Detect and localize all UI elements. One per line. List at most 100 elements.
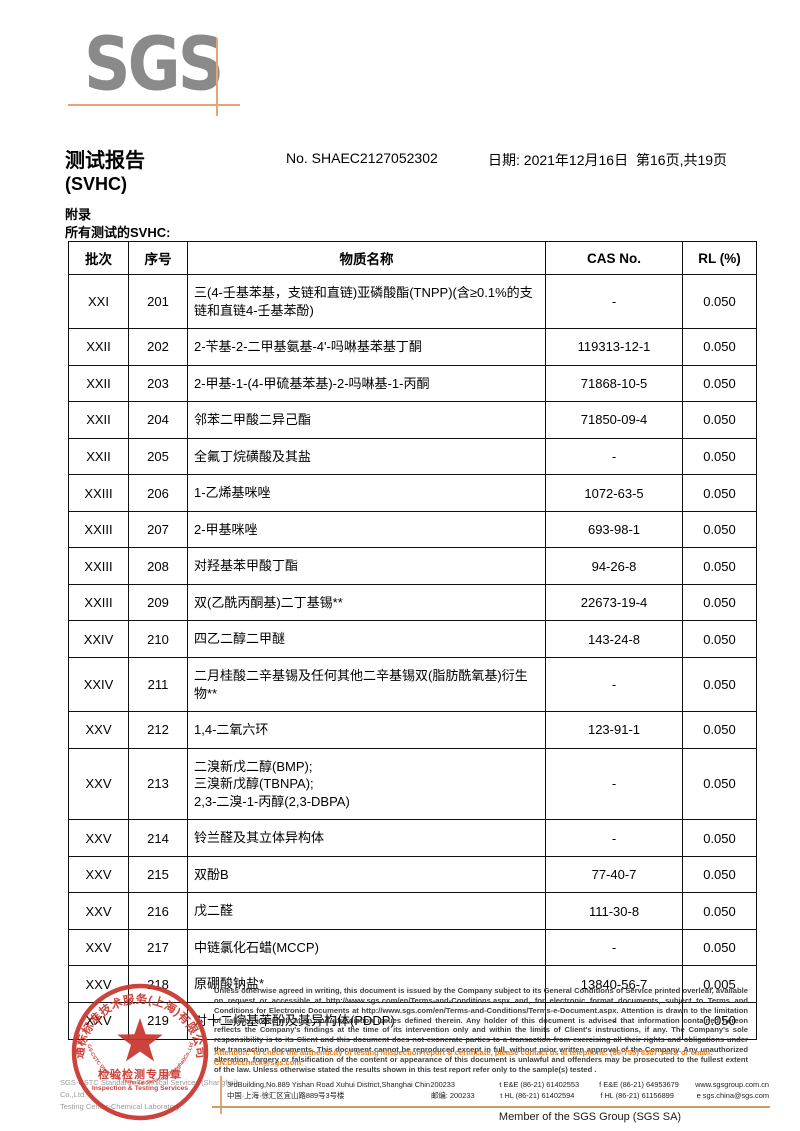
svhc-list-subtitle: 所有测试的SVHC: (65, 225, 171, 240)
cell-batch: XXIII (68, 510, 129, 549)
postcode-cn: 邮编: 200233 (431, 1091, 475, 1101)
cell-cas: - (545, 819, 683, 857)
table-row: XXV 218 原硼酸钠盐* 13840-56-7 0.005 (68, 965, 757, 1004)
header-cas: CAS No. (545, 241, 683, 275)
cell-no: 204 (128, 401, 188, 439)
cell-batch: XXII (68, 328, 129, 366)
address-en: 3rdBuilding,No.889 Yishan Road Xuhui Dis… (227, 1080, 431, 1089)
cell-batch: XXII (68, 437, 129, 476)
header-rl: RL (%) (682, 241, 757, 275)
cell-batch: XXIII (68, 583, 129, 622)
cell-batch: XXIII (68, 547, 129, 585)
cell-no: 212 (128, 711, 188, 749)
table-row: XXIV 211 二月桂酸二辛基锡及任何其他二辛基锡双(脂肪酰氧基)衍生物** … (68, 657, 757, 713)
table-row: XXIII 209 双(乙酰丙酮基)二丁基锡** 22673-19-4 0.05… (68, 583, 757, 622)
cell-no: 215 (128, 855, 188, 894)
cell-substance-name: 双酚B (187, 855, 546, 894)
cell-rl: 0.050 (682, 928, 757, 967)
cell-cas: - (545, 747, 683, 821)
cell-batch: XXV (68, 747, 129, 821)
cell-substance-name: 2-甲基-1-(4-甲硫基苯基)-2-吗啉基-1-丙酮 (187, 364, 546, 403)
disclaimer-text: Unless otherwise agreed in writing, this… (214, 986, 748, 1074)
cell-cas: - (545, 928, 683, 967)
cell-batch: XXIV (68, 620, 129, 659)
report-date: 日期: 2021年12月16日 (488, 152, 629, 168)
table-header-row: 批次 序号 物质名称 CAS No. RL (%) (68, 241, 757, 275)
svhc-table: 批次 序号 物质名称 CAS No. RL (%) XXI 201 三(4-壬基… (68, 241, 757, 1040)
header-batch: 批次 (68, 241, 129, 275)
cell-batch: XXII (68, 364, 129, 403)
cell-rl: 0.005 (682, 965, 757, 1004)
tel-en: t E&E (86-21) 61402553 (499, 1080, 580, 1089)
logo-horizontal-line (68, 104, 240, 106)
cell-no: 203 (128, 364, 188, 403)
cell-rl: 0.050 (682, 819, 757, 857)
cell-substance-name: 四乙二醇二甲醚 (187, 620, 546, 659)
table-row: XXII 205 全氟丁烷磺酸及其盐 - 0.050 (68, 437, 757, 476)
cell-rl: 0.050 (682, 474, 757, 512)
cell-batch: XXIV (68, 657, 129, 713)
cell-substance-name: 2-苄基-2-二甲基氨基-4'-吗啉基苯基丁酮 (187, 328, 546, 366)
cell-substance-name: 三(4-壬基苯基，支链和直链)亚磷酸酯(TNPP)(含≥0.1%的支链和直链4-… (187, 273, 546, 330)
cell-rl: 0.050 (682, 510, 757, 549)
cell-rl: 0.050 (682, 855, 757, 894)
address-cn: 中国·上海·徐汇区宜山路889号3号楼 (227, 1091, 345, 1101)
cell-rl: 0.050 (682, 437, 757, 476)
red-stamp: 通标标准技术服务(上海)有限公司 SGS-CSTC Standards Tech… (62, 980, 209, 1121)
postcode-en: 200233 (430, 1080, 456, 1089)
cell-cas: 693-98-1 (545, 510, 683, 549)
company-lab-en: Testing Center-Chemical Laboratory. (60, 1102, 182, 1111)
cell-substance-name: 对羟基苯甲酸丁酯 (187, 547, 546, 585)
header-substance-name: 物质名称 (187, 241, 546, 275)
cell-no: 209 (128, 583, 188, 622)
cell-substance-name: 邻苯二甲酸二异己酯 (187, 401, 546, 439)
table-row: XXI 201 三(4-壬基苯基，支链和直链)亚磷酸酯(TNPP)(含≥0.1%… (68, 273, 757, 330)
cell-batch: XXII (68, 401, 129, 439)
cell-cas: 71850-09-4 (545, 401, 683, 439)
table-row: XXV 217 中链氯化石蜡(MCCP) - 0.050 (68, 928, 757, 967)
logo-vertical-line (216, 38, 218, 116)
cell-rl: 0.050 (682, 583, 757, 622)
cell-no: 211 (128, 657, 188, 713)
address-row-cn: 中国·上海·徐汇区宜山路889号3号楼 邮编: 200233 t HL (86-… (227, 1090, 769, 1101)
cell-cas: 143-24-8 (545, 620, 683, 659)
cell-cas: - (545, 437, 683, 476)
cell-substance-name: 中链氯化石蜡(MCCP) (187, 928, 546, 967)
stamp-line2: Inspection & Testing Services (92, 1085, 188, 1092)
cell-batch: XXV (68, 855, 129, 894)
cell-substance-name: 1-乙烯基咪唑 (187, 474, 546, 512)
cell-no: 207 (128, 510, 188, 549)
cell-rl: 0.050 (682, 547, 757, 585)
website: www.sgsgroup.com.cn (695, 1080, 770, 1089)
address-block: 3rdBuilding,No.889 Yishan Road Xuhui Dis… (227, 1079, 769, 1102)
fax-en: f E&E (86-21) 64953679 (599, 1080, 679, 1089)
cell-substance-name: 二月桂酸二辛基锡及任何其他二辛基锡双(脂肪酰氧基)衍生物** (187, 657, 546, 713)
cell-substance-name: 对十二烷基苯酚及其异构体(PDDP) (187, 1002, 546, 1040)
cell-batch: XXI (68, 273, 129, 330)
fax-hl: f HL (86-21) 61156899 (600, 1091, 674, 1101)
cell-substance-name: 双(乙酰丙酮基)二丁基锡** (187, 583, 546, 622)
cell-batch: XXV (68, 819, 129, 857)
cell-substance-name: 原硼酸钠盐* (187, 965, 546, 1004)
report-number: No. SHAEC2127052302 (286, 150, 438, 166)
cell-cas: 1072-63-5 (545, 474, 683, 512)
table-row: XXIII 207 2-甲基咪唑 693-98-1 0.050 (68, 510, 757, 549)
footer-rule (212, 1106, 770, 1108)
cell-rl: 0.050 (682, 620, 757, 659)
sgs-logo: SGS (84, 21, 224, 108)
cell-batch: XXV (68, 965, 129, 1004)
cell-rl: 0.050 (682, 711, 757, 749)
cell-no: 205 (128, 437, 188, 476)
cell-no: 219 (128, 1002, 188, 1040)
table-row: XXV 214 铃兰醛及其立体异构体 - 0.050 (68, 819, 757, 857)
cell-rl: 0.050 (682, 747, 757, 821)
cell-cas: 22673-19-4 (545, 583, 683, 622)
cell-cas: 111-30-8 (545, 892, 683, 930)
email: e sgs.china@sgs.com (696, 1091, 769, 1101)
tel-hl: t HL (86-21) 61402594 (500, 1091, 575, 1101)
table-row: XXIII 208 对羟基苯甲酸丁酯 94-26-8 0.050 (68, 547, 757, 585)
header-no: 序号 (128, 241, 188, 275)
cell-batch: XXV (68, 711, 129, 749)
cell-rl: 0.050 (682, 328, 757, 366)
attention-text: Attention: To check the authenticity of … (214, 1048, 713, 1067)
